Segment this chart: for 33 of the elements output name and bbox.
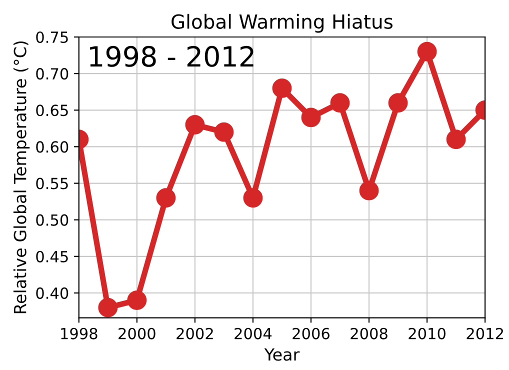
- point: [330, 93, 350, 113]
- y-tick-label: 0.60: [36, 141, 68, 153]
- x-tick-label: 2002: [176, 328, 213, 340]
- point: [272, 78, 292, 98]
- point: [359, 180, 379, 200]
- x-tick-label: 2006: [292, 328, 330, 340]
- y-tick-label: 0.75: [36, 31, 68, 44]
- point: [185, 115, 205, 134]
- y-tick-label: 0.65: [36, 104, 68, 116]
- point: [243, 188, 263, 208]
- point: [156, 188, 176, 208]
- point: [446, 130, 466, 150]
- point: [214, 122, 234, 142]
- annotation: 1998 - 2012: [90, 46, 254, 67]
- x-tick-label: 2012: [466, 328, 503, 340]
- y-tick-label: 0.45: [36, 250, 68, 262]
- point: [417, 42, 437, 62]
- x-axis-title: Year: [264, 348, 300, 361]
- y-tick-label: 0.70: [36, 68, 68, 80]
- x-tick-label: 2010: [408, 328, 446, 340]
- point: [388, 93, 408, 113]
- x-tick-label: 2000: [118, 328, 156, 340]
- x-tick-label: 2008: [350, 328, 388, 340]
- point: [98, 298, 118, 318]
- point: [301, 108, 321, 128]
- point: [127, 290, 147, 310]
- x-tick-label: 1998: [61, 328, 98, 340]
- y-axis-title: Relative Global Temperature (°C): [13, 41, 30, 314]
- chart-title: Global Warming Hiatus: [172, 14, 393, 33]
- x-tick-label: 2004: [234, 328, 272, 340]
- y-tick-label: 0.50: [36, 214, 68, 226]
- y-tick-label: 0.55: [36, 178, 68, 190]
- y-tick-label: 0.40: [36, 287, 68, 299]
